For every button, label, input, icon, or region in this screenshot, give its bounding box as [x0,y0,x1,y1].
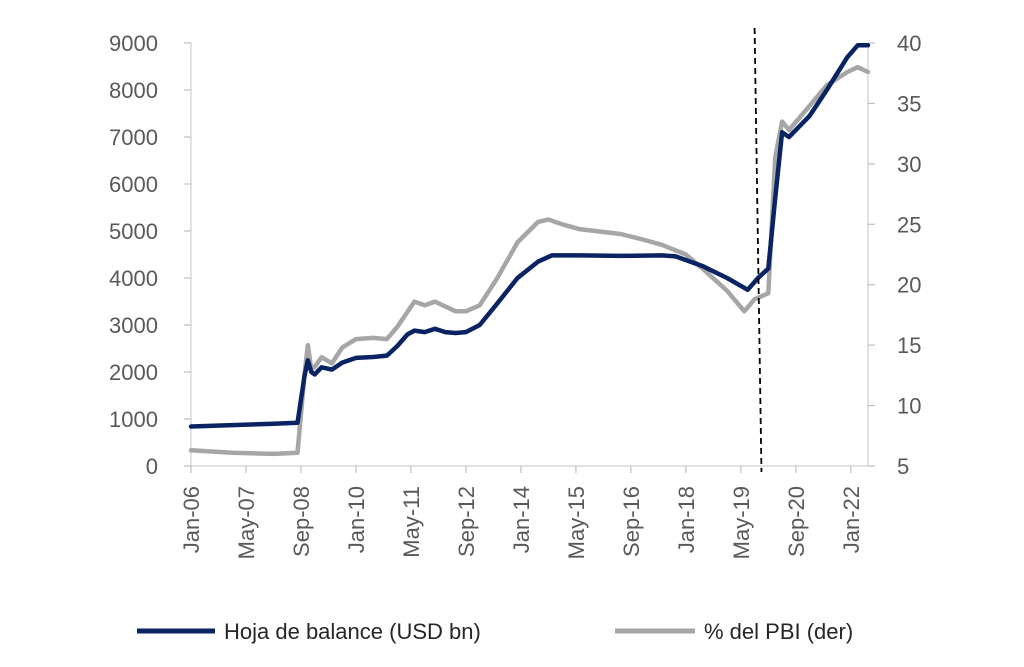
y-left-tick-label: 0 [146,454,158,479]
y-right-tick-label: 15 [897,333,921,358]
series-line-pbi [188,64,871,457]
x-tick-label: May-07 [234,486,259,559]
x-tick-label: Sep-08 [289,486,314,557]
x-tick-label: Jan-14 [509,486,534,553]
vertical-dashed-line [753,27,763,473]
y-left-tick-label: 5000 [109,219,158,244]
x-tick-label: May-15 [564,486,589,559]
x-tick-label: May-11 [399,486,424,558]
series-line-hoja-de-balance [188,43,871,429]
y-left-tick-label: 1000 [109,407,158,432]
y-left-tick-label: 9000 [109,31,158,56]
y-right-tick-label: 20 [897,273,921,298]
y-left-tick-label: 6000 [109,172,158,197]
x-tick-label: Sep-20 [784,486,809,557]
x-tick-label: Sep-16 [619,486,644,557]
x-tick-label: Jan-06 [179,486,204,553]
x-tick-label: Jan-22 [839,486,864,553]
y-left-tick-label: 2000 [109,360,158,385]
legend-label-pbi: % del PBI (der) [704,619,853,644]
x-tick-label: Sep-12 [454,486,479,557]
y-left-tick-label: 7000 [109,125,158,150]
y-left-tick-label: 8000 [109,78,158,103]
x-tick-label: Jan-10 [344,486,369,553]
y-left-tick-label: 3000 [109,313,158,338]
legend-label-hoja-de-balance: Hoja de balance (USD bn) [224,619,481,644]
y-right-tick-label: 5 [897,454,909,479]
y-right-tick-label: 25 [897,212,921,237]
y-right-tick-label: 30 [897,152,921,177]
y-right-tick-label: 35 [897,91,921,116]
x-tick-label: Jan-18 [674,486,699,553]
y-left-tick-label: 4000 [109,266,158,291]
y-right-tick-label: 10 [897,394,921,419]
x-tick-label: May-19 [729,486,754,559]
y-right-tick-label: 40 [897,31,921,56]
